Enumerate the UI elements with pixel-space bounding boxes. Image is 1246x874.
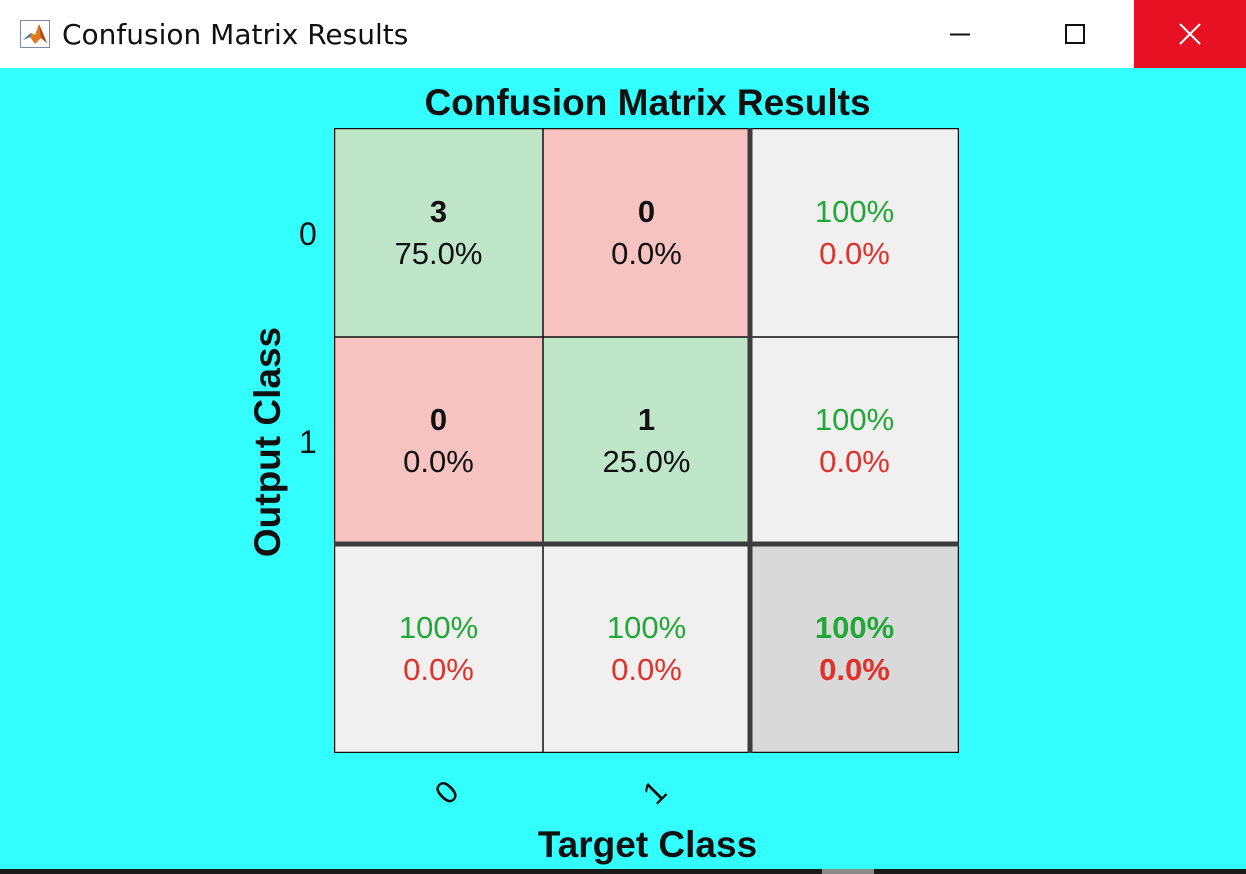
overall-correct-percent: 100% <box>814 609 895 645</box>
cell-count: 0 <box>637 193 656 229</box>
y-tick-0: 0 <box>299 216 317 252</box>
correct-percent: 100% <box>398 609 479 645</box>
y-axis-label: Output Class <box>247 326 288 558</box>
error-percent: 0.0% <box>611 651 682 687</box>
close-button[interactable] <box>1134 0 1246 68</box>
correct-percent: 100% <box>814 193 895 229</box>
cell-output1-target0: 0 0.0% <box>334 337 543 544</box>
error-percent: 0.0% <box>819 443 890 479</box>
window-title: Confusion Matrix Results <box>62 18 409 51</box>
maximize-icon <box>1065 24 1085 44</box>
cell-count: 0 <box>429 401 448 437</box>
col0-summary-cell: 100% 0.0% <box>334 544 543 753</box>
error-percent: 0.0% <box>403 651 474 687</box>
maximize-button[interactable] <box>1020 0 1130 68</box>
matlab-icon <box>20 20 50 48</box>
row0-summary-cell: 100% 0.0% <box>750 128 959 337</box>
y-tick-1: 1 <box>299 424 317 460</box>
cell-count: 3 <box>429 193 448 229</box>
cell-output0-target0: 3 75.0% <box>334 128 543 337</box>
x-tick-0: 0 <box>427 773 466 812</box>
overall-error-percent: 0.0% <box>819 651 890 687</box>
correct-percent: 100% <box>606 609 687 645</box>
cell-percent: 75.0% <box>394 235 483 271</box>
cell-percent: 25.0% <box>602 443 691 479</box>
col1-summary-cell: 100% 0.0% <box>543 544 750 753</box>
cell-output1-target1: 1 25.0% <box>543 337 750 544</box>
x-tick-1: 1 <box>635 773 674 812</box>
figure-title: Confusion Matrix Results <box>424 82 871 123</box>
correct-percent: 100% <box>814 401 895 437</box>
cell-output0-target1: 0 0.0% <box>543 128 750 337</box>
close-icon <box>1179 23 1201 45</box>
row1-summary-cell: 100% 0.0% <box>750 337 959 544</box>
title-bar: Confusion Matrix Results <box>0 0 1246 68</box>
taskbar-edge <box>0 869 1246 874</box>
confusion-matrix: 3 75.0% 0 0.0% 100% 0.0% 0 0.0% 1 25.0% … <box>334 128 959 753</box>
cell-percent: 0.0% <box>611 235 682 271</box>
cell-count: 1 <box>637 401 656 437</box>
cell-percent: 0.0% <box>403 443 474 479</box>
overall-summary-cell: 100% 0.0% <box>750 544 959 753</box>
scroll-thumb <box>822 869 874 874</box>
minimize-button[interactable] <box>905 0 1015 68</box>
minimize-icon <box>950 33 970 36</box>
x-axis-label: Target Class <box>537 824 758 865</box>
error-percent: 0.0% <box>819 235 890 271</box>
